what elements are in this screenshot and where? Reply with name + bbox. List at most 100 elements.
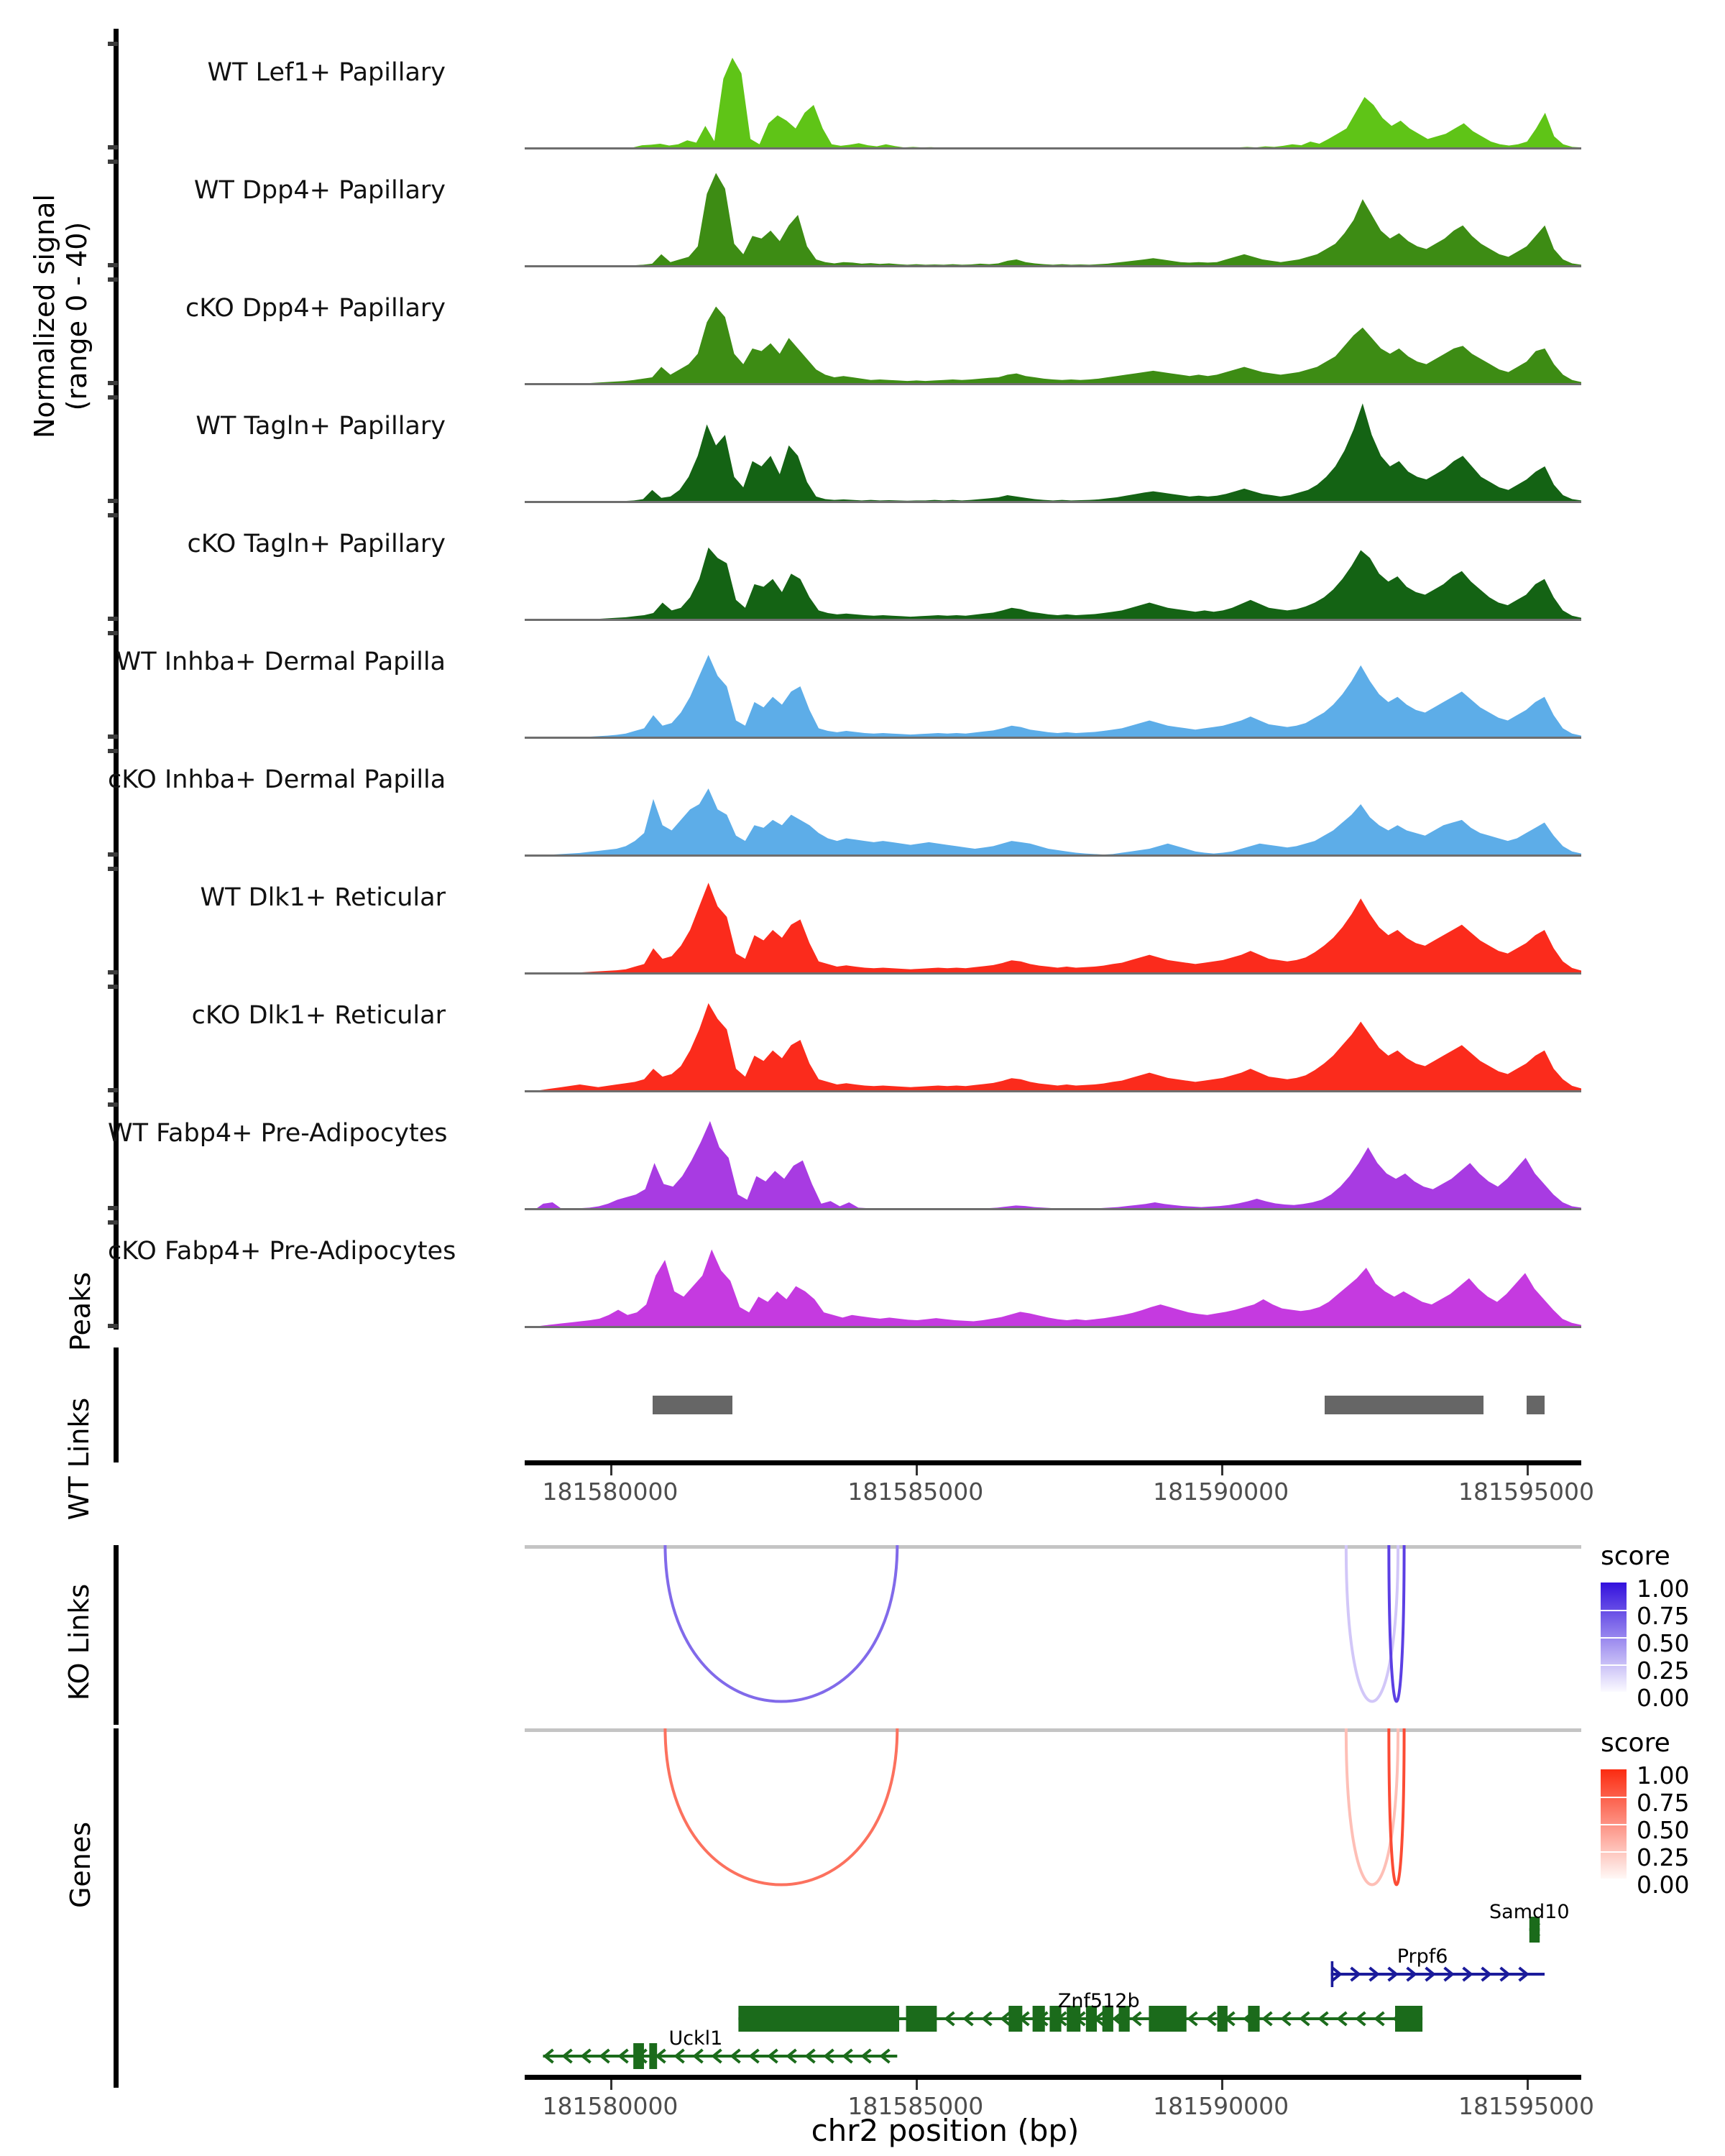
signal-track-label: WT Dlk1+ Reticular (200, 883, 446, 912)
signal-area (525, 172, 1581, 267)
legend-tick-value: 0.00 (1637, 1684, 1690, 1712)
gene-strand-chevron-icon (545, 2050, 553, 2063)
gene-exon (1102, 2006, 1113, 2032)
signal-axis-tick (108, 381, 118, 385)
signal-axis-tick (108, 749, 118, 753)
gene-strand-chevron-icon (732, 2050, 740, 2063)
x-axis-tick (915, 2080, 918, 2090)
signal-track-plot (525, 985, 1581, 1092)
x-axis-tick-label: 181580000 (542, 1478, 678, 1506)
signal-area (525, 57, 1581, 149)
signal-axis-tick (108, 263, 118, 267)
legend-tick-line (1601, 1637, 1627, 1639)
gene-exon (1248, 2006, 1260, 2032)
legend-colorbar (1601, 1583, 1627, 1692)
gene-strand-chevron-icon (1264, 2012, 1271, 2025)
gene-model (1330, 1961, 1545, 1987)
genes-section-label: Genes (65, 1821, 96, 1909)
signal-baseline (525, 1326, 1581, 1328)
gene-exon (906, 2006, 937, 2032)
gene-strand-chevron-icon (1208, 2012, 1215, 2025)
ko-links-axis-line (114, 1728, 119, 1908)
wt-links-axis-line (114, 1545, 119, 1725)
signal-axis-tick (108, 631, 118, 635)
legend-title: score (1601, 1542, 1670, 1571)
peaks-panel: Peaks 181580000 181585000 181590000 1815950… (65, 1272, 1596, 1506)
gene-strand-chevron-icon (1338, 2012, 1346, 2025)
legend-tick-value: 1.00 (1637, 1575, 1690, 1603)
signal-track-label: WT Lef1+ Papillary (207, 58, 446, 87)
signal-baseline (525, 972, 1581, 975)
legend-colorbar (1601, 1769, 1627, 1879)
x-axis-tick (610, 1465, 612, 1475)
gene-name-label: Prpf6 (1397, 1945, 1448, 1968)
gene-strand-chevron-icon (1370, 1968, 1378, 1981)
signal-track-label: WT Dpp4+ Papillary (193, 176, 446, 205)
signal-track-plot (525, 749, 1581, 857)
gene-strand-chevron-icon (1357, 2012, 1365, 2025)
legend-tick-value: 0.25 (1637, 1657, 1690, 1685)
gene-strand-chevron-icon (657, 2050, 665, 2063)
gene-strand-chevron-icon (601, 2050, 609, 2063)
gene-exon (1067, 2006, 1081, 2032)
signal-baseline (525, 1090, 1581, 1092)
signal-track: cKO Tagln+ Papillary (108, 513, 1596, 621)
legend-tick-value: 0.75 (1637, 1789, 1690, 1817)
signal-baseline (525, 619, 1581, 621)
signal-track: cKO Fabp4+ Pre-Adipocytes (108, 1220, 1596, 1328)
genes-ruler-ticks: 181580000 181585000 181590000 181595000 (108, 2075, 1596, 2125)
gene-strand-chevron-icon (620, 2050, 627, 2063)
link-arc (1346, 1545, 1398, 1702)
x-axis-tick (915, 1465, 918, 1475)
gene-strand-chevron-icon (1501, 1968, 1509, 1981)
wt-links-panel: WT Links (63, 1398, 1596, 1725)
gene-exon (1149, 2006, 1187, 2032)
signal-area (525, 547, 1581, 621)
legend-tick-line (1601, 1851, 1627, 1853)
link-arc (665, 1545, 897, 1702)
signal-track-label: cKO Fabp4+ Pre-Adipocytes (108, 1237, 456, 1266)
legend-tick-value: 0.75 (1637, 1602, 1690, 1630)
x-axis-tick-label: 181590000 (1153, 2092, 1289, 2120)
x-axis-tick-label: 181585000 (847, 1478, 984, 1506)
gene-strand-chevron-icon (1519, 1968, 1527, 1981)
gene-exon (738, 2006, 900, 2032)
gene-exon (1529, 1917, 1540, 1943)
signal-axis-tick (108, 395, 118, 400)
legend-tick-value: 0.25 (1637, 1843, 1690, 1871)
gene-strand-chevron-icon (806, 2050, 814, 2063)
signal-track-plot (525, 513, 1581, 621)
signal-baseline (525, 1208, 1581, 1210)
legend-tick-value: 0.50 (1637, 1816, 1690, 1844)
signal-track: WT Fabp4+ Pre-Adipocytes (108, 1102, 1596, 1210)
signal-track: cKO Dlk1+ Reticular (108, 985, 1596, 1092)
gene-exon (1032, 2006, 1045, 2032)
legend-tick-value: 0.00 (1637, 1871, 1690, 1899)
wt-links-top-rule (525, 1545, 1581, 1549)
legend-tick-line (1601, 1610, 1627, 1611)
gene-exon (1085, 2006, 1098, 2032)
legend-tick-line (1601, 1824, 1627, 1825)
gene-exon (1118, 2006, 1130, 2032)
gene-strand-chevron-icon (1002, 2012, 1010, 2025)
signal-track-plot (525, 1220, 1581, 1328)
signal-axis-tick (108, 867, 118, 871)
gene-strand-chevron-icon (676, 2050, 684, 2063)
signal-axis-tick (108, 617, 118, 621)
gene-exon (1217, 2006, 1228, 2032)
gene-strand-chevron-icon (1351, 1968, 1359, 1981)
signal-track: cKO Dpp4+ Papillary (108, 277, 1596, 385)
signal-axis-tick (108, 499, 118, 503)
gene-strand-chevron-icon (1189, 2012, 1197, 2025)
signal-track: cKO Inhba+ Dermal Papilla (108, 749, 1596, 857)
link-arc (665, 1728, 897, 1885)
signal-track-plot (525, 277, 1581, 385)
signal-track-label: cKO Dlk1+ Reticular (191, 1001, 446, 1030)
signal-baseline (525, 737, 1581, 739)
signal-track-label: cKO Inhba+ Dermal Papilla (108, 765, 446, 794)
gene-strand-chevron-icon (965, 2012, 972, 2025)
gene-strand-chevron-icon (1482, 1968, 1490, 1981)
gene-strand-chevron-icon (750, 2050, 758, 2063)
gene-strand-chevron-icon (1463, 1968, 1471, 1981)
